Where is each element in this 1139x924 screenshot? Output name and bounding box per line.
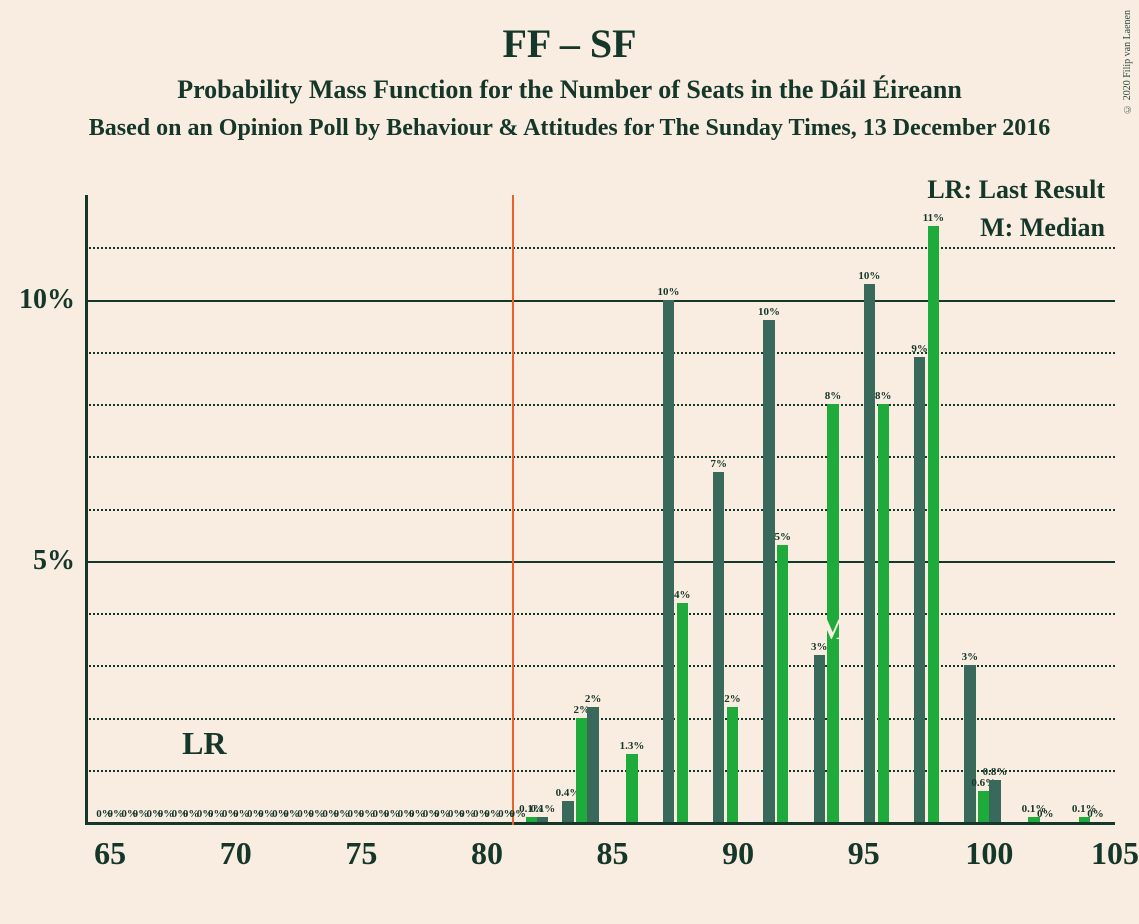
bar-series-a <box>928 226 939 822</box>
x-axis-tick-label: 100 <box>965 835 1013 872</box>
bar-series-a <box>526 817 537 822</box>
bar-value-label: 10% <box>858 270 880 282</box>
bar-series-a <box>626 754 637 822</box>
x-axis-tick-label: 95 <box>848 835 880 872</box>
bar-series-b <box>587 707 598 822</box>
gridline-minor <box>85 456 1115 458</box>
bar-series-b <box>537 817 548 822</box>
bar-series-a <box>878 404 889 822</box>
x-axis-tick-label: 65 <box>94 835 126 872</box>
gridline-major <box>85 300 1115 302</box>
legend-last-result: LR: Last Result <box>927 175 1105 205</box>
last-result-label: LR <box>182 725 226 762</box>
bar-series-b <box>562 801 573 822</box>
bar-value-label: 5% <box>775 531 792 543</box>
bar-series-a <box>777 545 788 822</box>
x-axis-tick-label: 70 <box>220 835 252 872</box>
bar-value-label: 8% <box>825 390 842 402</box>
copyright-text: © 2020 Filip van Laenen <box>1122 10 1133 114</box>
bar-value-label: 2% <box>724 693 741 705</box>
bar-value-label: 7% <box>710 458 727 470</box>
x-axis-tick-label: 90 <box>722 835 754 872</box>
gridline-minor <box>85 404 1115 406</box>
chart-subtitle-1: Probability Mass Function for the Number… <box>0 75 1139 105</box>
bar-series-b <box>864 284 875 822</box>
chart-subtitle-2: Based on an Opinion Poll by Behaviour & … <box>0 115 1139 142</box>
bar-value-label: 0.8% <box>983 766 1008 778</box>
bar-series-b <box>989 780 1000 822</box>
bar-value-label: 0.1% <box>530 803 555 815</box>
y-axis-tick-label: 5% <box>0 545 75 577</box>
x-axis-tick-label: 75 <box>345 835 377 872</box>
gridline-minor <box>85 770 1115 772</box>
chart-plot-area: 5%10%657075808590951001050%0%0%0%0%0%0%0… <box>85 195 1115 825</box>
gridline-minor <box>85 613 1115 615</box>
bar-value-label: 4% <box>674 589 691 601</box>
bar-value-label: 8% <box>875 390 892 402</box>
x-axis-line <box>85 822 1115 825</box>
bar-series-b <box>763 320 774 822</box>
gridline-minor <box>85 718 1115 720</box>
gridline-minor <box>85 352 1115 354</box>
bar-value-label: 0% <box>1087 808 1104 820</box>
bar-value-label: 2% <box>585 693 602 705</box>
bar-series-b <box>964 665 975 822</box>
x-axis-tick-label: 105 <box>1091 835 1139 872</box>
bar-series-a <box>576 718 587 823</box>
bar-series-a <box>677 603 688 822</box>
median-label: M <box>819 613 847 647</box>
bar-series-a <box>727 707 738 822</box>
bar-value-label: 10% <box>758 306 780 318</box>
bar-series-a <box>978 791 989 822</box>
bar-series-b <box>713 472 724 822</box>
legend-median: M: Median <box>980 213 1105 243</box>
bar-series-b <box>914 357 925 822</box>
x-axis-tick-label: 80 <box>471 835 503 872</box>
gridline-minor <box>85 509 1115 511</box>
y-axis-tick-label: 10% <box>0 284 75 316</box>
bar-value-label: 9% <box>911 343 928 355</box>
last-result-line <box>512 195 514 825</box>
bar-value-label: 1.3% <box>620 740 645 752</box>
bar-series-b <box>663 300 674 823</box>
gridline-minor <box>85 665 1115 667</box>
bar-value-label: 11% <box>923 212 944 224</box>
title-block: FF – SF Probability Mass Function for th… <box>0 0 1139 142</box>
gridline-major <box>85 561 1115 563</box>
chart-title: FF – SF <box>0 20 1139 67</box>
bar-series-b <box>814 655 825 822</box>
bar-value-label: 3% <box>962 651 979 663</box>
bar-value-label: 0% <box>1037 808 1054 820</box>
x-axis-tick-label: 85 <box>597 835 629 872</box>
bar-value-label: 10% <box>657 286 679 298</box>
gridline-minor <box>85 247 1115 249</box>
